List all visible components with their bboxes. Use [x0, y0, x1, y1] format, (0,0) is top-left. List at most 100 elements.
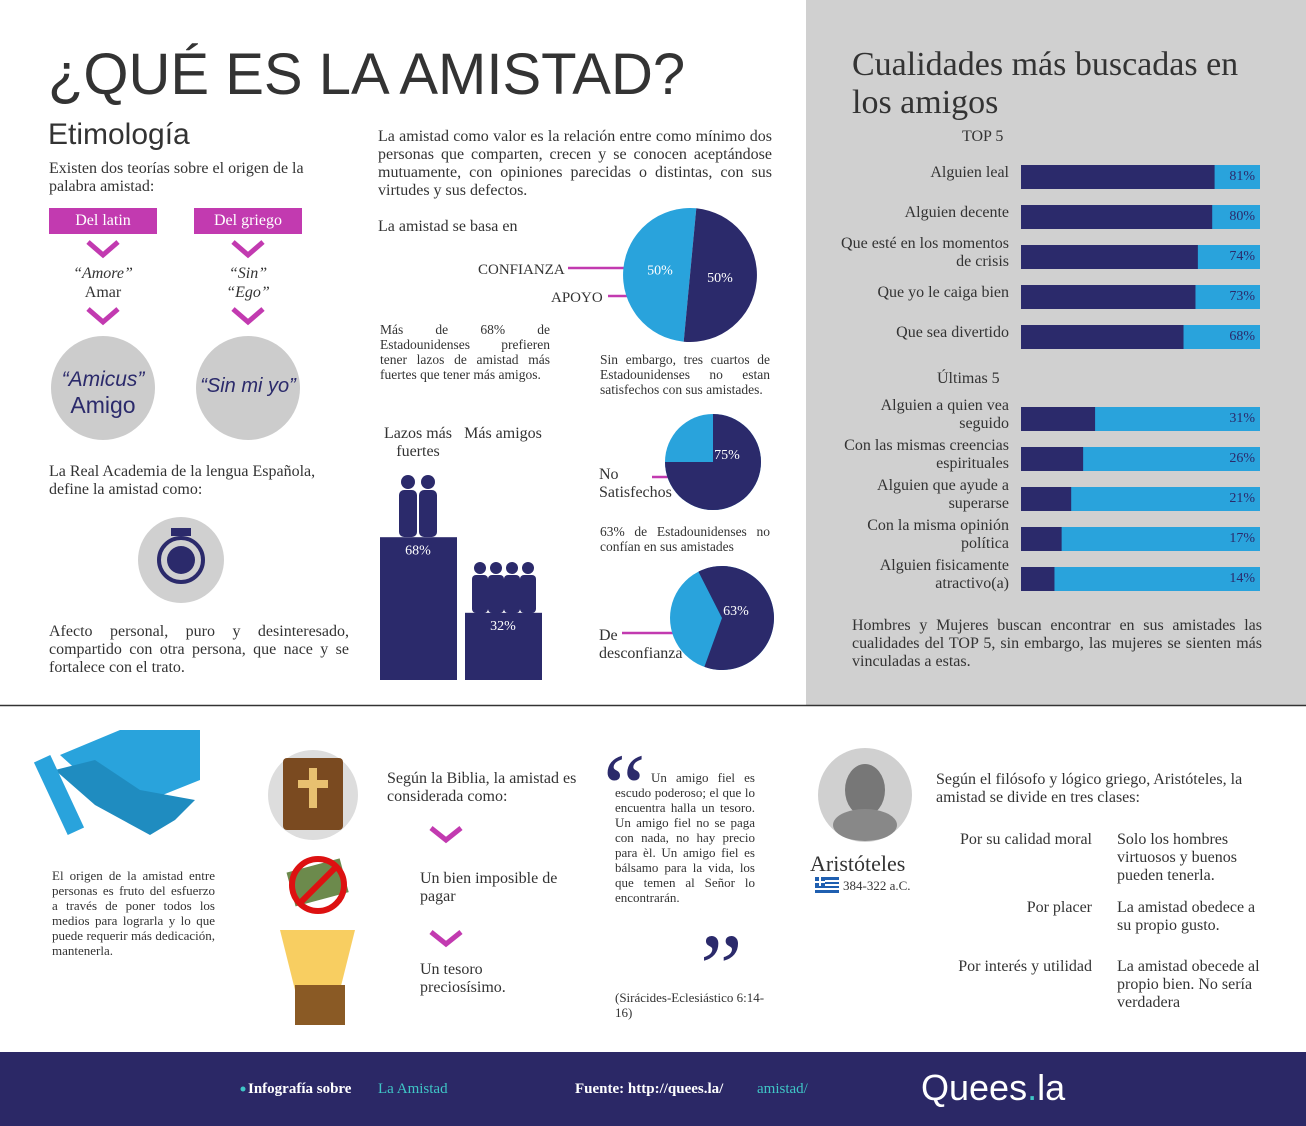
bar [1021, 567, 1055, 591]
bar-category: Alguien que ayude a superarse [877, 477, 1009, 512]
pie-category: CONFIANZA [478, 262, 565, 278]
basis-title: La amistad se basa en [378, 218, 518, 235]
logo-part: la [1037, 1067, 1066, 1108]
pie-slice [665, 414, 761, 510]
value-label: 68% [405, 543, 431, 558]
bar-rest [1021, 567, 1260, 591]
logo-part: . [1027, 1067, 1038, 1108]
value-label: 80% [1229, 209, 1255, 224]
greek-circle [196, 336, 300, 440]
value-label: 31% [1229, 411, 1255, 426]
bar-category: Alguien fisicamente atractivo(a) [879, 557, 1009, 592]
bible-source: (Sirácides-Eclesiástico 6:14-16) [615, 990, 765, 1020]
footer-source-path: amistad/ [757, 1081, 808, 1097]
origin-text: El origen de la amistad entre personas e… [52, 868, 215, 958]
pie-slice [623, 208, 697, 342]
pie-slice [698, 566, 774, 670]
value-label: 50% [647, 263, 673, 278]
pie-category: APOYO [551, 290, 603, 306]
bar-category: Con la misma opinión política [867, 517, 1009, 552]
definition-text: La amistad como valor es la relación ent… [378, 128, 772, 199]
value-label: 73% [1229, 289, 1255, 304]
bonds-text: Más de 68% de Estadounidenses prefieren … [380, 322, 550, 382]
svg-text:“: “ [603, 734, 646, 841]
handshake-icon [33, 730, 200, 836]
bible-item: Un bien imposible de pagar [420, 870, 558, 905]
value-label: 14% [1229, 571, 1255, 586]
chevrons [86, 240, 463, 948]
quote-marks: “” [603, 734, 743, 1021]
bible-item: Un tesoro preciosísimo. [420, 961, 506, 996]
aristotle-intro: Según el filósofo y lógico griego, Arist… [936, 771, 1243, 806]
svg-text:”: ” [700, 914, 743, 1021]
top-heading: TOP 5 [962, 128, 1004, 145]
latin-circle [51, 336, 155, 440]
value-label: 50% [707, 271, 733, 286]
greek-label: Del griego [194, 208, 302, 234]
bar [1021, 407, 1096, 431]
bar-category: Que sea divertido [896, 324, 1009, 341]
qualities-note: Hombres y Mujeres buscan encontrar en su… [852, 617, 1262, 670]
bar [1021, 325, 1184, 349]
qualities-title: Cualidades más buscadas en los amigos [852, 46, 1239, 121]
class-description: La amistad obedece a su propio gusto. [1117, 899, 1256, 934]
bar [465, 612, 542, 680]
value-label: 17% [1229, 531, 1255, 546]
pie-category: No Satisfechos [599, 466, 672, 501]
pie-slice [683, 208, 757, 342]
bar [1021, 245, 1198, 269]
bar-category: Que esté en los momentos de crisis [841, 235, 1009, 270]
class-name: Por interés y utilidad [958, 958, 1092, 975]
bar-category: Con las mismas creencias espirituales [844, 437, 1009, 472]
value-label: 75% [714, 448, 740, 463]
bar [1021, 205, 1213, 229]
rae-seal [138, 517, 224, 603]
value-label: 63% [723, 604, 749, 619]
bottom-heading: Últimas 5 [937, 370, 1000, 387]
class-description: Solo los hombres virtuosos y buenos pued… [1117, 831, 1237, 884]
value-label: 21% [1229, 491, 1255, 506]
bible-illustrations [268, 750, 358, 1025]
value-label: 74% [1229, 249, 1255, 264]
satisfaction-text: Sin embargo, tres cuartos de Estadounide… [600, 352, 770, 397]
logo-part: Quees [921, 1067, 1028, 1108]
aristotle-dates: 384-322 a.C. [843, 878, 911, 893]
footer-topic: La Amistad [378, 1081, 448, 1097]
value-label: 26% [1229, 451, 1255, 466]
footer-bg [0, 1052, 1306, 1126]
bar [1021, 447, 1084, 471]
latin-label: Del latin [49, 208, 157, 234]
etymology-heading: Etimología [48, 118, 190, 151]
latin-word: “Amore” [73, 265, 133, 282]
latin-result: “Amicus” [61, 368, 145, 391]
bar [1021, 285, 1196, 309]
bar [1021, 487, 1072, 511]
bible-intro: Según la Biblia, la amistad es considera… [387, 770, 577, 805]
bar-category: Que yo le caiga bien [877, 284, 1010, 301]
value-label: 32% [490, 619, 516, 634]
greek-meaning: “Ego” [226, 284, 270, 301]
x-category: Lazos más fuertes [384, 425, 452, 460]
rae-intro: La Real Academia de la lengua Española, … [49, 463, 316, 498]
latin-meaning: Amar [84, 284, 122, 301]
bar [380, 537, 457, 680]
value-label: 81% [1229, 169, 1255, 184]
bar [1021, 165, 1215, 189]
etymology-intro: Existen dos teorías sobre el origen de l… [49, 160, 304, 195]
aristotle-name: Aristóteles [810, 851, 906, 876]
footer-bullet [240, 1086, 246, 1092]
bar [1021, 527, 1062, 551]
bar-category: Alguien a quien vea seguido [880, 397, 1009, 432]
class-description: La amistad obecede al propio bien. No se… [1117, 958, 1260, 1011]
logo: Quees.la [921, 1068, 1065, 1108]
footer-source: Fuente: http://quees.la/ [575, 1081, 724, 1097]
bar-category: Alguien decente [904, 204, 1009, 221]
bible-quote: Un amigo fiel es escudo poderoso; el que… [615, 770, 755, 905]
bar-category: Alguien leal [930, 164, 1009, 181]
class-name: Por su calidad moral [960, 831, 1092, 848]
greek-result: “Sin mi yo” [200, 375, 296, 397]
class-name: Por placer [1026, 899, 1092, 916]
greek-flag [815, 877, 839, 893]
latin-result-meaning: Amigo [70, 392, 136, 418]
